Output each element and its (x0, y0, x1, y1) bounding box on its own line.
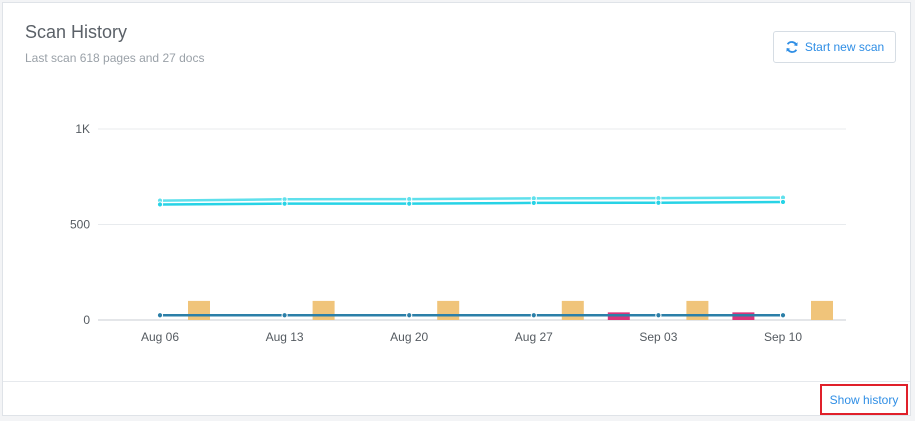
chart-bar (811, 300, 833, 320)
chart-bar (437, 300, 460, 320)
start-new-scan-label: Start new scan (804, 40, 885, 54)
series-point (406, 200, 413, 207)
x-tick-label: Aug 20 (390, 330, 428, 344)
x-tick-label: Aug 06 (141, 330, 179, 344)
series-point (655, 312, 662, 319)
chart-bar (312, 300, 335, 320)
series-point (779, 312, 787, 319)
scan-history-card: Scan History Last scan 618 pages and 27 … (2, 2, 911, 416)
x-tick-label: Sep 10 (764, 330, 802, 344)
x-tick-label: Aug 27 (515, 330, 553, 344)
series-line (159, 200, 784, 206)
x-tick-label: Aug 13 (266, 330, 304, 344)
chart-bar (188, 300, 210, 320)
page-title: Scan History (25, 22, 128, 42)
series-line (159, 196, 784, 202)
show-history-link[interactable]: Show history (820, 384, 908, 415)
y-tick-label: 0 (83, 313, 90, 327)
scan-summary: Last scan 618 pages and 27 docs (25, 51, 205, 65)
scan-history-chart: 0 500 1K Aug 06 Aug 13 Aug 20 Aug 27 Sep 03 Sep … (3, 3, 912, 381)
series-point (156, 201, 164, 208)
y-tick-label: 500 (70, 218, 90, 232)
chart-bar (561, 300, 584, 320)
chart-svg: 0 500 1K Aug 06 Aug 13 Aug 20 Aug 27 Sep 03 Sep … (70, 122, 846, 344)
series-point (530, 199, 537, 207)
series-point (281, 200, 288, 207)
chart-bar (686, 300, 709, 320)
series-point (779, 198, 787, 206)
footer-divider (3, 381, 910, 382)
x-tick-label: Sep 03 (639, 330, 677, 344)
series-point (406, 312, 413, 319)
refresh-icon (785, 40, 799, 54)
y-tick-label: 1K (75, 122, 90, 136)
series-point (281, 312, 288, 319)
show-history-label: Show history (829, 392, 899, 407)
series-point (530, 312, 537, 319)
series-point (655, 199, 662, 206)
series-point (156, 312, 164, 319)
start-new-scan-button[interactable]: Start new scan (773, 31, 896, 63)
